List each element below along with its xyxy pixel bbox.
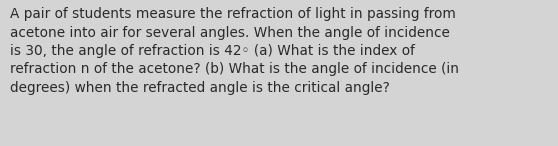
Text: A pair of students measure the refraction of light in passing from
acetone into : A pair of students measure the refractio… <box>10 7 459 95</box>
